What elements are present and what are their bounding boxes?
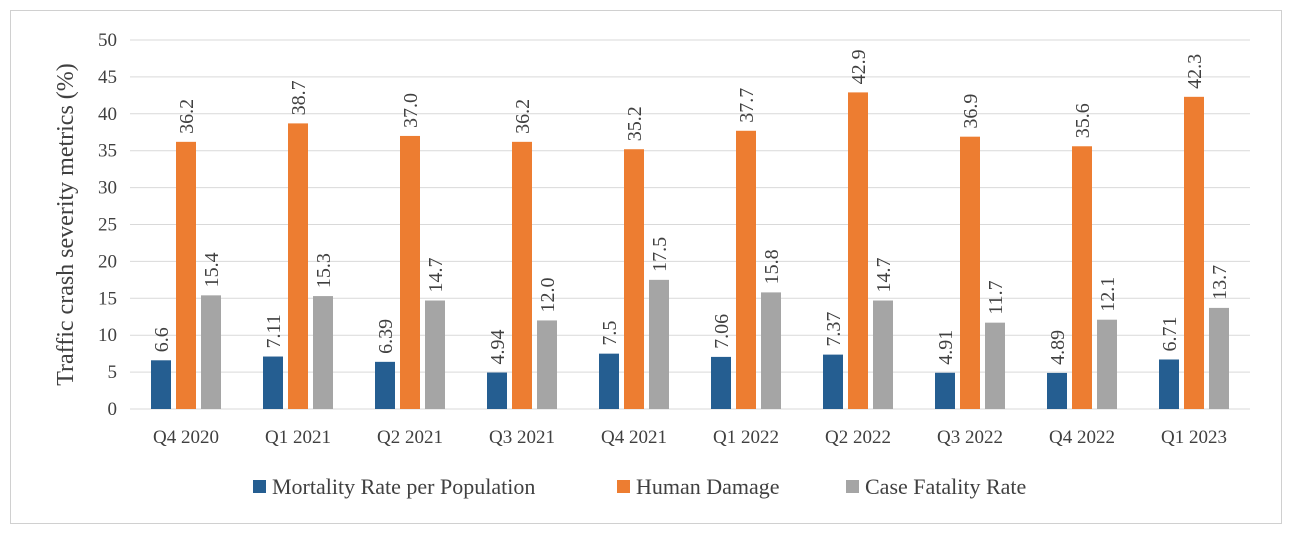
bar: [512, 141, 532, 409]
data-label: 12.1: [1097, 277, 1119, 312]
y-tick-label: 40: [98, 104, 117, 125]
data-label: 14.7: [425, 258, 447, 293]
x-tick-label: Q4 2021: [601, 427, 667, 448]
bar: [151, 360, 171, 409]
x-tick-label: Q1 2021: [265, 427, 331, 448]
data-label: 6.39: [375, 319, 397, 354]
data-label: 15.4: [201, 252, 223, 287]
bar: [761, 292, 781, 409]
bar: [400, 135, 420, 409]
data-label: 13.7: [1209, 265, 1231, 300]
x-tick-label: Q3 2022: [937, 427, 1003, 448]
bar: [649, 279, 669, 409]
data-label: 36.2: [512, 99, 534, 134]
x-tick-label: Q2 2022: [825, 427, 891, 448]
data-label: 7.37: [823, 312, 845, 347]
bar: [288, 123, 308, 410]
legend-label: Case Fatality Rate: [865, 474, 1026, 499]
bar: [736, 130, 756, 410]
y-tick-label: 30: [98, 178, 117, 199]
data-label: 7.11: [263, 314, 285, 348]
data-label: 15.3: [313, 253, 335, 288]
y-tick-label: 10: [98, 325, 117, 346]
y-tick-label: 50: [98, 30, 117, 51]
y-tick-label: 25: [98, 215, 117, 236]
x-tick-label: Q1 2023: [1161, 427, 1227, 448]
bar: [176, 141, 196, 409]
bar: [537, 320, 557, 409]
y-axis-title: Traffic crash severity metrics (%): [53, 63, 79, 386]
data-label: 6.6: [151, 327, 173, 352]
legend-swatch: [253, 480, 266, 493]
data-label: 15.8: [761, 249, 783, 284]
data-label: 6.71: [1159, 316, 1181, 351]
data-label: 4.89: [1047, 330, 1069, 365]
bar: [1097, 319, 1117, 409]
data-label: 11.7: [985, 280, 1007, 314]
bar: [1047, 372, 1067, 409]
bar: [873, 300, 893, 409]
bar: [985, 322, 1005, 409]
chart-frame: [10, 10, 1282, 524]
data-label: 36.9: [960, 94, 982, 129]
bar: [624, 149, 644, 409]
data-label: 38.7: [288, 80, 310, 115]
data-label: 42.9: [848, 49, 870, 84]
x-tick-label: Q2 2021: [377, 427, 443, 448]
legend-label: Mortality Rate per Population: [272, 474, 535, 499]
bar: [711, 356, 731, 409]
bar: [960, 136, 980, 410]
y-tick-label: 20: [98, 251, 117, 272]
data-label: 14.7: [873, 258, 895, 293]
bar: [201, 295, 221, 409]
data-label: 17.5: [649, 237, 671, 272]
bar: [599, 353, 619, 409]
y-tick-label: 15: [98, 288, 117, 309]
y-tick-label: 45: [98, 67, 117, 88]
bar: [935, 372, 955, 409]
x-tick-label: Q1 2022: [713, 427, 779, 448]
data-label: 4.91: [935, 330, 957, 365]
legend-swatch: [846, 480, 859, 493]
data-label: 7.06: [711, 314, 733, 349]
data-label: 36.2: [176, 99, 198, 134]
bar: [823, 354, 843, 409]
y-tick-label: 5: [108, 362, 118, 383]
data-label: 37.0: [400, 93, 422, 128]
bar: [487, 372, 507, 409]
bar: [1072, 146, 1092, 409]
x-tick-label: Q3 2021: [489, 427, 555, 448]
data-label: 4.94: [487, 330, 509, 365]
data-label: 35.2: [624, 106, 646, 141]
bar: [1184, 96, 1204, 410]
bar: [1159, 359, 1179, 409]
x-tick-label: Q4 2020: [153, 427, 219, 448]
data-label: 35.6: [1072, 103, 1094, 138]
data-label: 37.7: [736, 88, 758, 123]
bar: [313, 296, 333, 409]
legend-label: Human Damage: [636, 474, 780, 499]
data-label: 7.5: [599, 321, 621, 346]
bar: [1209, 307, 1229, 409]
x-tick-label: Q4 2022: [1049, 427, 1115, 448]
bar: [263, 356, 283, 409]
data-label: 42.3: [1184, 54, 1206, 89]
bar: [375, 361, 395, 409]
y-tick-label: 0: [108, 399, 118, 420]
y-tick-label: 35: [98, 141, 117, 162]
data-label: 12.0: [537, 277, 559, 312]
bar: [848, 92, 868, 409]
legend-swatch: [617, 480, 630, 493]
bar: [425, 300, 445, 409]
